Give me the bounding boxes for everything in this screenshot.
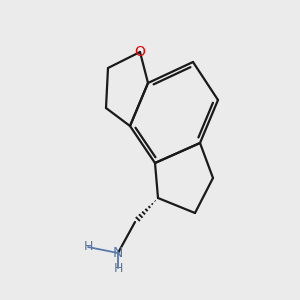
Text: O: O: [135, 45, 146, 59]
Text: H: H: [83, 241, 93, 254]
Text: H: H: [113, 262, 123, 275]
Text: N: N: [113, 246, 123, 260]
